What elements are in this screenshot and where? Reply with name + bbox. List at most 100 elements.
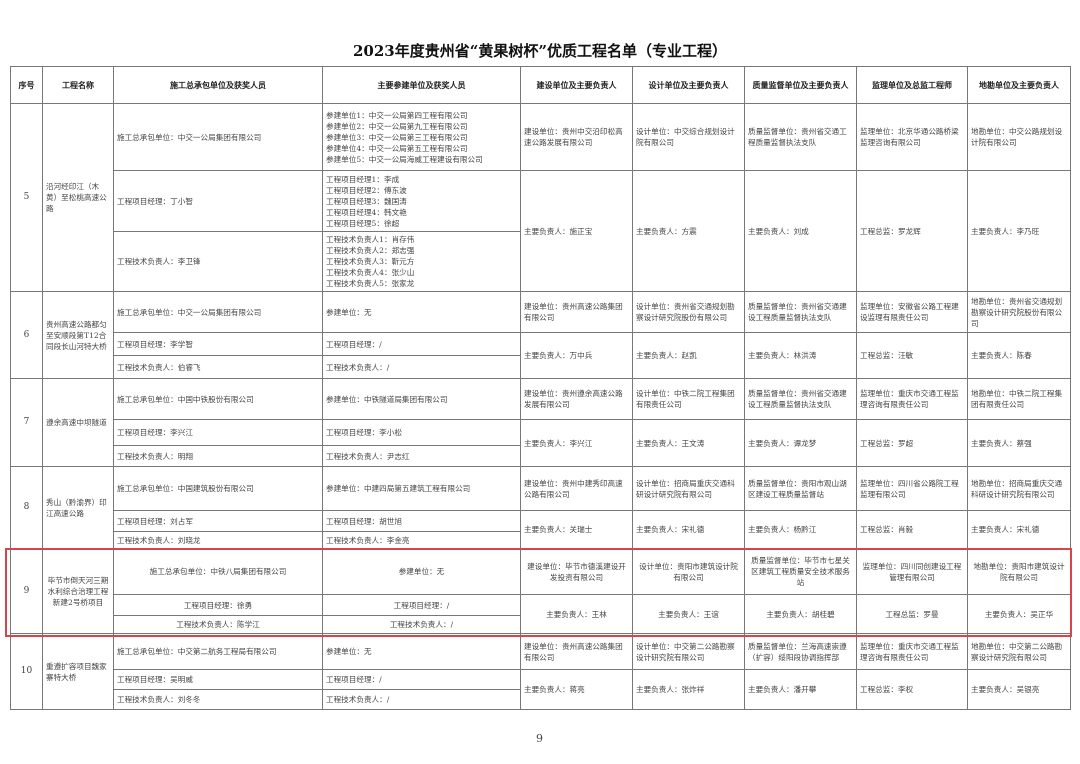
participant-cell: 工程技术负责人1：肖存伟 工程技术负责人2：郑志强 工程技术负责人3：靳元方 工… — [322, 231, 521, 292]
participant-cell: 参建单位：中建四局第五建筑工程有限公司 — [322, 466, 521, 511]
quality-unit-cell: 质量监督单位：贵州省交通建设工程质量监督执法支队 — [744, 291, 857, 333]
designer-person-cell: 主要负责人：王文涛 — [632, 419, 745, 467]
designer-unit-cell: 设计单位：中铁二院工程集团有限责任公司 — [632, 378, 745, 420]
designer-person-cell: 主要负责人：王谊 — [632, 594, 745, 634]
designer-person-cell: 主要负责人：张炸祥 — [632, 669, 745, 710]
survey-person-cell: 主要负责人：吴银亮 — [967, 669, 1071, 710]
participant-cell: 参建单位：无 — [322, 548, 521, 595]
header-participants: 主要参建单位及获奖人员 — [322, 66, 521, 104]
quality-person-cell: 主要负责人：潘开攀 — [744, 669, 857, 710]
header-quality: 质量监督单位及主要负责人 — [744, 66, 857, 104]
document-title: 2023年度贵州省“黄果树杯”优质工程名单（专业工程） — [352, 42, 727, 60]
contractor-cell: 工程项目经理：李学智 — [113, 332, 323, 356]
contractor-cell: 工程项目经理：徐勇 — [113, 594, 323, 616]
survey-person-cell: 主要负责人：李乃旺 — [967, 170, 1071, 292]
row-number: 9 — [10, 548, 43, 634]
designer-unit-cell: 设计单位：贵州省交通规划勘察设计研究院股份有限公司 — [632, 291, 745, 333]
builder-person-cell: 主要负责人：李兴江 — [520, 419, 633, 467]
contractor-cell: 施工总承包单位：中交第二航务工程局有限公司 — [113, 633, 323, 670]
supervisor-person-cell: 工程总监：李权 — [856, 669, 968, 710]
survey-person-cell: 主要负责人：宋礼德 — [967, 510, 1071, 549]
row-number: 5 — [10, 103, 43, 292]
row-number: 7 — [10, 378, 43, 467]
participant-cell: 工程项目经理：胡世旭 — [322, 510, 521, 532]
contractor-cell: 工程项目经理：吴明威 — [113, 669, 323, 690]
builder-unit-cell: 建设单位：贵州中建秀印高速公路有限公司 — [520, 466, 633, 511]
quality-person-cell: 主要负责人：刘成 — [744, 170, 857, 292]
supervisor-person-cell: 工程总监：罗曼 — [856, 594, 968, 634]
contractor-cell: 施工总承包单位：中交一公局集团有限公司 — [113, 291, 323, 333]
participant-cell: 工程项目经理：/ — [322, 669, 521, 690]
table-row: 工程项目经理：李学智 工程项目经理：/主要负责人：万中兵 主要负责人：赵凯 主要负责人… — [11, 332, 1071, 379]
table-row: 工程技术负责人：李卫锋 工程技术负责人1：肖存伟 工程技术负责人2：郑志强 工程技… — [11, 231, 1071, 292]
contractor-cell: 工程技术负责人：明翔 — [113, 445, 323, 467]
contractor-cell: 工程项目经理：刘占军 — [113, 510, 323, 532]
project-name: 遵余高速中坝隧道 — [42, 378, 114, 467]
project-name: 重遵扩容项目魏家寨特大桥 — [42, 633, 114, 710]
designer-unit-cell: 设计单位：贵阳市建筑设计院有限公司 — [632, 548, 745, 595]
header-survey: 地勘单位及主要负责人 — [967, 66, 1071, 104]
participant-cell: 工程项目经理：/ — [322, 594, 521, 616]
builder-person-cell: 主要负责人：施正宝 — [520, 170, 633, 292]
participant-cell: 参建单位1：中交一公局第四工程有限公司 参建单位2：中交一公局第九工程有限公司 … — [322, 103, 521, 171]
table-row: 8 秀山（黔渝界）印江高速公路 施工总承包单位：中国建筑股份有限公司 参建单位：中建四… — [10, 466, 1071, 549]
table-row: 6 贵州高速公路都匀至安顺段第T12合同段长山河特大桥 施工总承包单位：中交一公局集… — [10, 291, 1071, 379]
page-number: 9 — [536, 732, 543, 745]
row-number: 10 — [10, 633, 43, 710]
header-project-name: 工程名称 — [42, 66, 114, 104]
builder-unit-cell: 建设单位：毕节市德溪建设开发投资有限公司 — [520, 548, 633, 595]
table-row: 7 遵余高速中坝隧道 施工总承包单位：中国中铁股份有限公司 参建单位：中铁隧道局集团有… — [10, 378, 1071, 467]
participant-cell: 参建单位：无 — [322, 633, 521, 670]
builder-unit-cell: 建设单位：贵州高速公路集团有限公司 — [520, 291, 633, 333]
quality-unit-cell: 质量监督单位：贵州省交通工程质量监督执法支队 — [744, 103, 857, 171]
contractor-cell: 施工总承包单位：中交一公局集团有限公司 — [113, 103, 323, 171]
table-row: 工程技术负责人：刘冬冬 工程技术负责人：/ — [11, 689, 1071, 710]
participant-cell: 工程项目经理1：李成 工程项目经理2：傅东波 工程项目经理3：魏国涛 工程项目经… — [322, 170, 521, 232]
contractor-cell: 工程技术负责人：李卫锋 — [113, 231, 323, 292]
participant-cell: 工程技术负责人：尹志红 — [322, 445, 521, 467]
participant-cell: 工程技术负责人：/ — [322, 355, 521, 379]
header-supervisor: 监理单位及总监工程师 — [856, 66, 968, 104]
header-contractor: 施工总承包单位及获奖人员 — [113, 66, 323, 104]
header-designer: 设计单位及主要负责人 — [632, 66, 745, 104]
survey-unit-cell: 地勘单位：招商局重庆交通科研设计研究院有限公司 — [967, 466, 1071, 511]
participant-cell: 工程项目经理：李小松 — [322, 419, 521, 446]
contractor-cell: 工程项目经理：丁小智 — [113, 170, 323, 232]
quality-unit-cell: 质量监督单位：贵州省交通建设工程质量监督执法支队 — [744, 378, 857, 420]
survey-person-cell: 主要负责人：蔡强 — [967, 419, 1071, 467]
survey-unit-cell: 地勘单位：中交第二公路勘察设计研究院有限公司 — [967, 633, 1071, 670]
table-row: 工程项目经理：刘占军 工程项目经理：胡世旭 主要负责人：关瑞士 主要负责人：宋礼德 主要… — [11, 510, 1071, 549]
survey-person-cell: 主要负责人：吴正华 — [967, 594, 1071, 634]
designer-person-cell: 主要负责人：宋礼德 — [632, 510, 745, 549]
participant-cell: 工程技术负责人：/ — [322, 689, 521, 710]
supervisor-person-cell: 工程总监：罗超 — [856, 419, 968, 467]
quality-person-cell: 主要负责人：谭龙梦 — [744, 419, 857, 467]
row-number: 6 — [10, 291, 43, 379]
project-name: 贵州高速公路都匀至安顺段第T12合同段长山河特大桥 — [42, 291, 114, 379]
participant-cell: 工程项目经理：/ — [322, 332, 521, 356]
quality-person-cell: 主要负责人：林洪涛 — [744, 332, 857, 379]
project-name: 秀山（黔渝界）印江高速公路 — [42, 466, 114, 549]
table-row: 工程项目经理：吴明威 工程项目经理：/主要负责人：蒋亮 主要负责人：张炸祥 主要负责人… — [11, 669, 1071, 710]
supervisor-person-cell: 工程总监：汪敏 — [856, 332, 968, 379]
table-row: 工程项目经理：丁小智 工程项目经理1：李成 工程项目经理2：傅东波 工程项目经理3… — [11, 170, 1071, 292]
participant-cell: 工程技术负责人：李金亮 — [322, 531, 521, 549]
builder-unit-cell: 建设单位：贵州中交沿印松高速公路发展有限公司 — [520, 103, 633, 171]
contractor-cell: 工程技术负责人：刘冬冬 — [113, 689, 323, 710]
participant-cell: 参建单位：中铁隧道局集团有限公司 — [322, 378, 521, 420]
table-row: 工程技术负责人：伯睿飞 工程技术负责人：/ — [11, 355, 1071, 379]
header-builder: 建设单位及主要负责人 — [520, 66, 633, 104]
designer-person-cell: 主要负责人：赵凯 — [632, 332, 745, 379]
builder-unit-cell: 建设单位：贵州高速公路集团有限公司 — [520, 633, 633, 670]
quality-unit-cell: 质量监督单位：兰海高速崇遵（扩容）绥阳段协调指挥部 — [744, 633, 857, 670]
supervisor-person-cell: 工程总监：罗龙辉 — [856, 170, 968, 292]
builder-person-cell: 主要负责人：关瑞士 — [520, 510, 633, 549]
quality-unit-cell: 质量监督单位：毕节市七星关区建筑工程质量安全技术服务站 — [744, 548, 857, 595]
builder-person-cell: 主要负责人：王林 — [520, 594, 633, 634]
supervisor-unit-cell: 监理单位：安徽省公路工程建设监理有限责任公司 — [856, 291, 968, 333]
quality-person-cell: 主要负责人：杨黔江 — [744, 510, 857, 549]
supervisor-unit-cell: 监理单位：重庆市交通工程监理咨询有限责任公司 — [856, 378, 968, 420]
supervisor-unit-cell: 监理单位：四川省公路院工程监理有限公司 — [856, 466, 968, 511]
designer-unit-cell: 设计单位：中交第二公路勘察设计研究院有限公司 — [632, 633, 745, 670]
supervisor-person-cell: 工程总监：肖毅 — [856, 510, 968, 549]
